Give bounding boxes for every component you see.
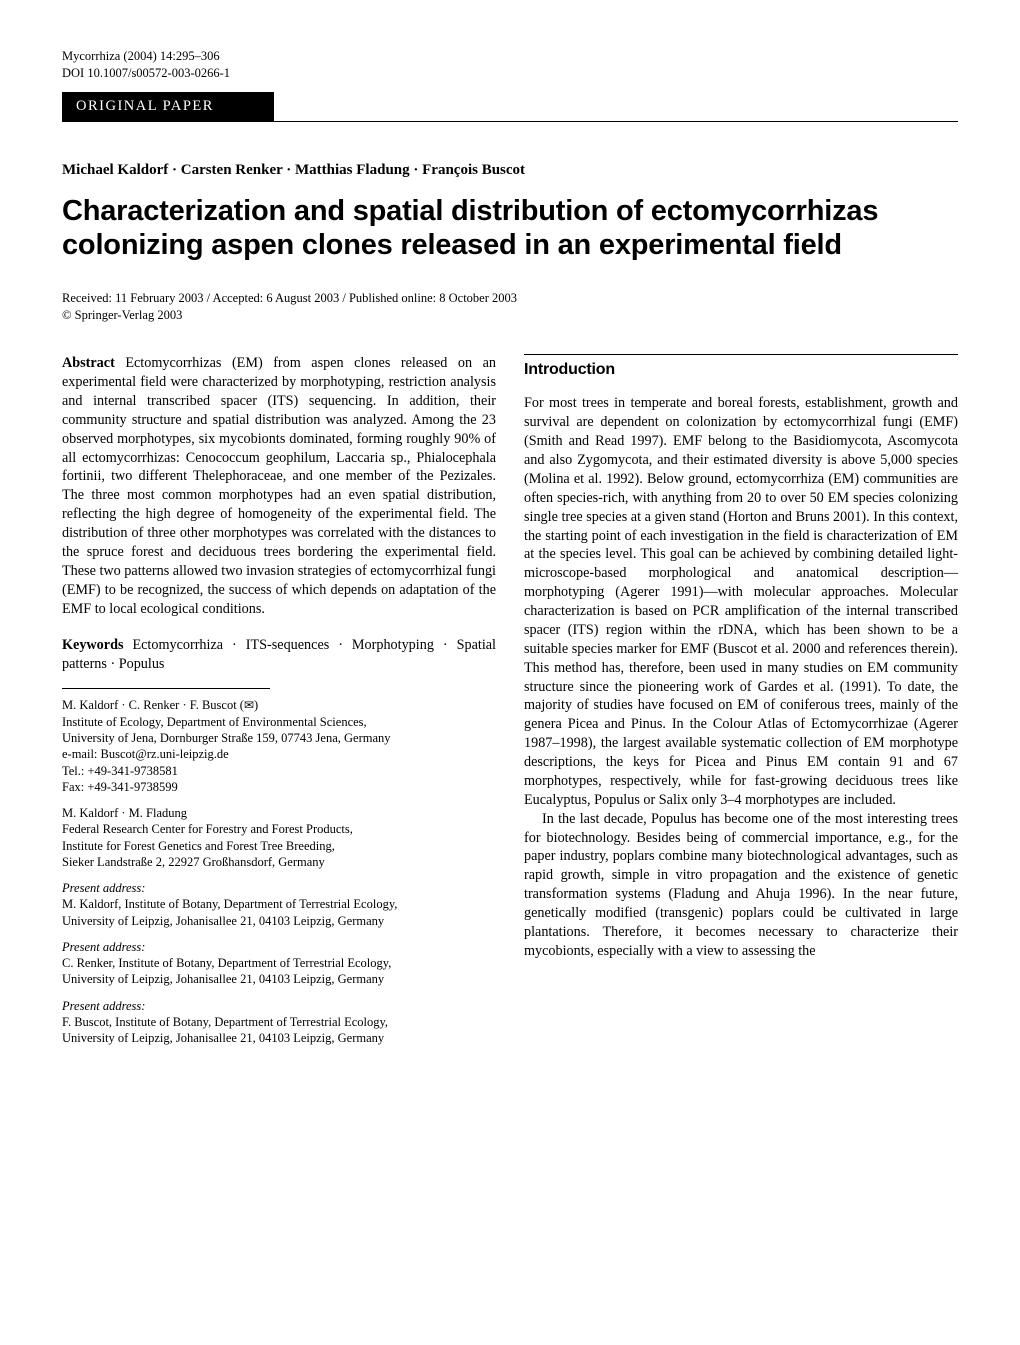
received-block: Received: 11 February 2003 / Accepted: 6… — [62, 290, 958, 324]
section-band: ORIGINAL PAPER — [62, 92, 274, 121]
present1-label: Present address: — [62, 881, 145, 895]
present3-label: Present address: — [62, 999, 145, 1013]
right-column: Introduction For most trees in temperate… — [524, 354, 958, 1046]
affil1-l2: University of Jena, Dornburger Straße 15… — [62, 731, 391, 745]
header-rule — [62, 121, 958, 122]
present2-label: Present address: — [62, 940, 145, 954]
affil2-l3: Sieker Landstraße 2, 22927 Großhansdorf,… — [62, 855, 325, 869]
article-title: Characterization and spatial distributio… — [62, 194, 958, 262]
introduction-p1: For most trees in temperate and boreal f… — [524, 394, 958, 809]
introduction-p2: In the last decade, Populus has become o… — [524, 810, 958, 961]
affil2-l1: Federal Research Center for Forestry and… — [62, 822, 353, 836]
affil1-l1: Institute of Ecology, Department of Envi… — [62, 715, 367, 729]
affil1-l3: e-mail: Buscot@rz.uni-leipzig.de — [62, 747, 229, 761]
affiliation-block-1: M. Kaldorf · C. Renker · F. Buscot (✉) I… — [62, 697, 496, 795]
present3-l2: University of Leipzig, Johanisallee 21, … — [62, 1031, 384, 1045]
envelope-icon: ✉ — [244, 698, 254, 712]
affiliation-block-2: M. Kaldorf · M. Fladung Federal Research… — [62, 805, 496, 870]
present-address-3: Present address: F. Buscot, Institute of… — [62, 998, 496, 1047]
authors-block: Michael Kaldorf · Carsten Renker · Matth… — [62, 160, 958, 180]
journal-header: Mycorrhiza (2004) 14:295–306 DOI 10.1007… — [62, 48, 958, 82]
copyright-line: © Springer-Verlag 2003 — [62, 307, 958, 324]
affil1-names-end: ) — [254, 698, 258, 712]
abstract-label: Abstract — [62, 355, 115, 371]
affil2-l2: Institute for Forest Genetics and Forest… — [62, 839, 335, 853]
affiliation-separator — [62, 688, 270, 689]
affil1-l4: Tel.: +49-341-9738581 — [62, 764, 178, 778]
introduction-heading: Introduction — [524, 354, 958, 380]
affil2-names: M. Kaldorf · M. Fladung — [62, 805, 496, 821]
keywords-paragraph: Keywords Ectomycorrhiza · ITS-sequences … — [62, 636, 496, 674]
affil1-l5: Fax: +49-341-9738599 — [62, 780, 178, 794]
present3-l1: F. Buscot, Institute of Botany, Departme… — [62, 1015, 388, 1029]
body-columns: Abstract Ectomycorrhizas (EM) from aspen… — [62, 354, 958, 1046]
received-line: Received: 11 February 2003 / Accepted: 6… — [62, 290, 958, 307]
present-address-1: Present address: M. Kaldorf, Institute o… — [62, 880, 496, 929]
keywords-text: Ectomycorrhiza · ITS-sequences · Morphot… — [62, 637, 496, 672]
left-column: Abstract Ectomycorrhizas (EM) from aspen… — [62, 354, 496, 1046]
doi-line: DOI 10.1007/s00572-003-0266-1 — [62, 65, 958, 82]
abstract-paragraph: Abstract Ectomycorrhizas (EM) from aspen… — [62, 354, 496, 618]
present2-l2: University of Leipzig, Johanisallee 21, … — [62, 972, 384, 986]
present2-l1: C. Renker, Institute of Botany, Departme… — [62, 956, 391, 970]
abstract-text: Ectomycorrhizas (EM) from aspen clones r… — [62, 355, 496, 616]
keywords-label: Keywords — [62, 637, 123, 653]
affil1-names: M. Kaldorf · C. Renker · F. Buscot ( — [62, 698, 244, 712]
present-address-2: Present address: C. Renker, Institute of… — [62, 939, 496, 988]
present1-l2: University of Leipzig, Johanisallee 21, … — [62, 914, 384, 928]
present1-l1: M. Kaldorf, Institute of Botany, Departm… — [62, 897, 397, 911]
journal-line: Mycorrhiza (2004) 14:295–306 — [62, 48, 958, 65]
